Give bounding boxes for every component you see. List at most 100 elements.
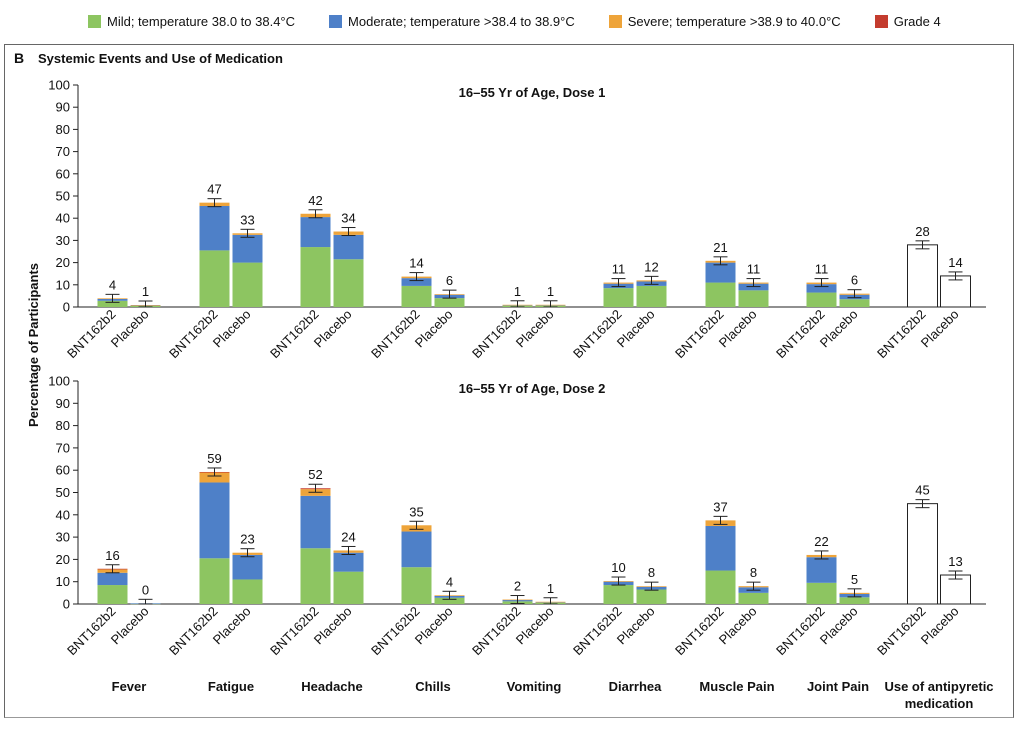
- data-label: 10: [611, 560, 625, 575]
- y-tick-label: 0: [63, 597, 70, 612]
- y-tick-label: 40: [56, 211, 70, 226]
- bar-segment: [738, 592, 769, 604]
- data-label: 4: [446, 574, 453, 589]
- bar-segment: [738, 290, 769, 307]
- data-label: 8: [648, 565, 655, 580]
- y-tick-label: 10: [56, 277, 70, 292]
- y-tick-label: 60: [56, 166, 70, 181]
- y-tick-label: 70: [56, 440, 70, 455]
- y-tick-label: 80: [56, 418, 70, 433]
- bar-outline: [940, 275, 971, 308]
- x-tick-label: BNT162b2: [64, 604, 119, 659]
- category-label: Diarrhea: [609, 679, 663, 694]
- bar-segment: [401, 531, 432, 568]
- bar-segment: [806, 284, 837, 293]
- legend-label: Mild; temperature 38.0 to 38.4°C: [107, 13, 296, 29]
- bar-segment: [232, 554, 263, 580]
- y-axis-label: Percentage of Participants: [26, 263, 41, 427]
- data-label: 21: [713, 240, 727, 255]
- bar-segment: [401, 278, 432, 286]
- data-label: 1: [547, 581, 554, 596]
- bar-segment: [434, 597, 465, 604]
- y-tick-label: 20: [56, 255, 70, 270]
- bar-segment: [401, 567, 432, 604]
- data-label: 59: [207, 451, 221, 466]
- bar-segment: [97, 572, 128, 586]
- x-tick-label: BNT162b2: [267, 307, 322, 362]
- x-tick-label: BNT162b2: [874, 307, 929, 362]
- bar-outline: [940, 574, 971, 605]
- bar-segment: [300, 495, 331, 549]
- panel-label: B: [14, 50, 25, 66]
- data-label: 11: [747, 262, 761, 277]
- x-tick-label: BNT162b2: [773, 604, 828, 659]
- data-label: 24: [341, 529, 355, 544]
- bar-segment: [806, 582, 837, 604]
- x-tick-label: BNT162b2: [773, 307, 828, 362]
- bar-segment: [97, 585, 128, 604]
- data-label: 6: [851, 273, 858, 288]
- data-label: 1: [514, 284, 521, 299]
- bar-segment: [333, 552, 364, 572]
- y-tick-label: 40: [56, 507, 70, 522]
- data-label: 52: [308, 467, 322, 482]
- x-tick-label: BNT162b2: [166, 604, 221, 659]
- legend-swatch: [608, 14, 622, 28]
- chart-title: 16–55 Yr of Age, Dose 1: [459, 85, 606, 100]
- bar-segment: [705, 525, 736, 571]
- data-label: 33: [240, 212, 254, 227]
- data-label: 28: [915, 224, 929, 239]
- panel-frame: [4, 44, 1014, 718]
- bar-outline: [907, 503, 938, 605]
- category-label: Fever: [112, 679, 147, 694]
- bar-segment: [603, 288, 634, 307]
- bar-segment: [636, 589, 667, 604]
- x-tick-label: BNT162b2: [166, 307, 221, 362]
- data-label: 14: [409, 256, 423, 271]
- data-label: 13: [948, 554, 962, 569]
- data-label: 22: [814, 534, 828, 549]
- bar-segment: [806, 557, 837, 583]
- data-label: 35: [409, 504, 423, 519]
- y-tick-label: 70: [56, 144, 70, 159]
- bar-segment: [300, 247, 331, 307]
- category-label: Use of antipyretic medication: [884, 679, 993, 711]
- bar-segment: [199, 205, 230, 251]
- x-tick-label: BNT162b2: [469, 604, 524, 659]
- legend-item: Moderate; temperature >38.4 to 38.9°C: [329, 14, 575, 29]
- bar-segment: [232, 262, 263, 307]
- category-label: Fatigue: [208, 679, 254, 694]
- x-tick-label: BNT162b2: [267, 604, 322, 659]
- legend-swatch: [329, 14, 343, 28]
- legend-swatch: [88, 14, 101, 28]
- data-label: 8: [750, 565, 757, 580]
- y-tick-label: 30: [56, 530, 70, 545]
- category-label: Headache: [301, 679, 362, 694]
- bar-segment: [434, 298, 465, 307]
- y-tick-label: 0: [63, 300, 70, 315]
- x-tick-label: BNT162b2: [874, 604, 929, 659]
- legend-item: Mild; temperature 38.0 to 38.4°C: [88, 14, 295, 29]
- y-tick-label: 100: [48, 374, 70, 389]
- data-label: 11: [612, 262, 626, 277]
- bar-segment: [705, 570, 736, 604]
- data-label: 45: [915, 483, 929, 498]
- bar-outline: [907, 244, 938, 308]
- x-tick-label: BNT162b2: [570, 307, 625, 362]
- bar-segment: [333, 234, 364, 260]
- bar-segment: [636, 285, 667, 307]
- data-label: 37: [713, 499, 727, 514]
- x-tick-label: BNT162b2: [368, 604, 423, 659]
- data-label: 2: [514, 579, 521, 594]
- category-label: Vomiting: [507, 679, 562, 694]
- data-label: 14: [948, 255, 962, 270]
- data-label: 42: [308, 193, 322, 208]
- bar-segment: [199, 482, 230, 559]
- y-tick-label: 100: [48, 78, 70, 93]
- bar-segment: [705, 262, 736, 283]
- legend-swatch: [874, 14, 888, 28]
- bar-segment: [705, 282, 736, 307]
- x-tick-label: BNT162b2: [570, 604, 625, 659]
- bar-segment: [97, 300, 128, 307]
